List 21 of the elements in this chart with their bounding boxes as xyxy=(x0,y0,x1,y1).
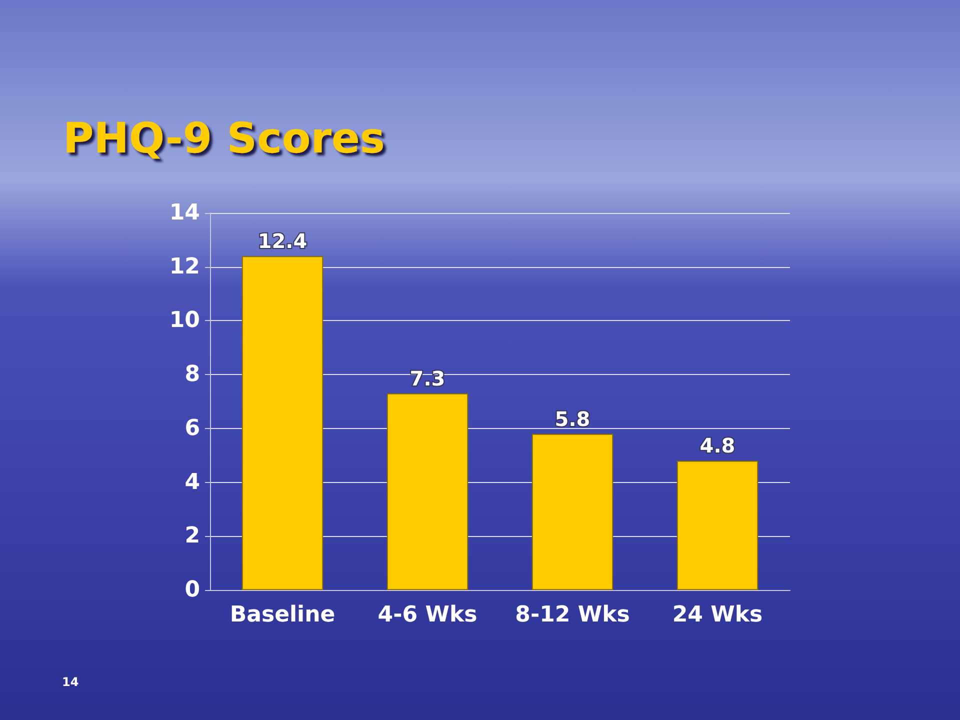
bar xyxy=(386,393,468,590)
y-tick-label: 14 xyxy=(169,200,200,226)
y-tick-label: 6 xyxy=(184,416,200,441)
data-label: 4.8 xyxy=(700,434,736,458)
data-label: 5.8 xyxy=(554,406,590,431)
y-tick-label: 8 xyxy=(184,362,200,388)
y-tick-label: 10 xyxy=(169,308,200,334)
x-tick-label: 4-6 Wks xyxy=(378,602,478,628)
chart-title: PHQ-9 Scores xyxy=(63,114,385,162)
bar xyxy=(532,434,614,590)
x-tick-label: 24 Wks xyxy=(672,602,763,628)
x-tick-label: 8-12 Wks xyxy=(515,602,630,628)
y-tick-label: 12 xyxy=(169,254,200,280)
bar xyxy=(242,256,324,590)
y-tick-label: 2 xyxy=(184,524,200,549)
y-tick-label: 4 xyxy=(184,470,200,495)
text: 14 xyxy=(62,675,79,689)
x-tick-label: Baseline xyxy=(230,602,336,628)
bar xyxy=(676,460,758,590)
y-tick-label: 0 xyxy=(184,578,200,602)
data-label: 12.4 xyxy=(258,229,308,254)
